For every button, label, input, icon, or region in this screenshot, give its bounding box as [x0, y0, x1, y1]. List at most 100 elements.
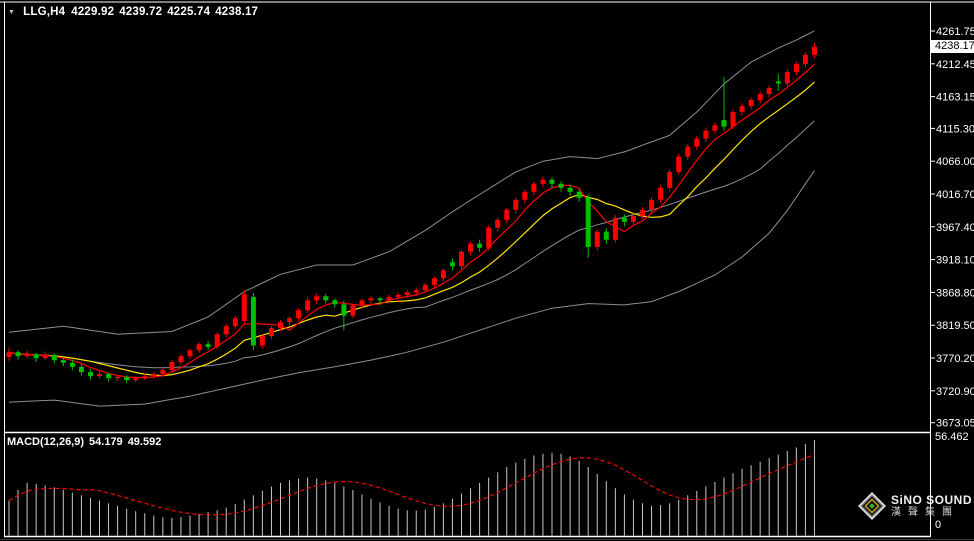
candle-body [205, 344, 211, 347]
candle-body [359, 300, 365, 306]
candle-body [658, 187, 664, 200]
lower-band-line [8, 170, 815, 407]
price-axis-label: 4212.45 [936, 59, 974, 71]
candle-body [576, 191, 582, 198]
macd-signal-value: 49.592 [127, 436, 162, 448]
candle-body [232, 318, 238, 327]
candle-body [124, 376, 130, 381]
price-axis-label: 3819.50 [936, 320, 974, 332]
candle-body [567, 187, 573, 192]
candle-body [169, 362, 175, 371]
candle-body [766, 88, 772, 94]
candle-body [15, 352, 21, 357]
candle-body [341, 304, 347, 316]
macd-main-value: 54.179 [89, 436, 123, 448]
candle-body [450, 262, 455, 267]
candle-body [241, 294, 247, 321]
candle-body [223, 326, 229, 335]
candle-body [133, 378, 139, 381]
candle-body [585, 197, 591, 247]
candle-body [142, 376, 148, 379]
candle-body [522, 191, 528, 200]
price-axis-label: 4016.70 [936, 189, 974, 201]
slow-ma-line [8, 81, 815, 377]
candle-body [377, 298, 383, 301]
candle-body [178, 356, 184, 363]
candle-body [540, 179, 546, 184]
candle-body [631, 215, 636, 222]
candle-body [196, 344, 202, 351]
chevron-down-icon[interactable]: ▼ [8, 8, 16, 16]
candles-layer [6, 42, 817, 384]
candle-body [24, 354, 30, 357]
candle-body [812, 46, 817, 55]
candle-body [757, 94, 763, 100]
candle-body [404, 292, 410, 295]
candle-body [332, 300, 338, 305]
macd-indicator-label: MACD(12,26,9) 54.179 49.592 [7, 436, 161, 448]
candle-body [314, 296, 320, 301]
candle-body [386, 296, 392, 301]
candle-body [712, 125, 718, 131]
bollinger-bands-layer [8, 30, 815, 407]
close-value: 4238.17 [215, 6, 259, 18]
candle-body [459, 251, 464, 267]
candle-body [250, 296, 256, 346]
candle-body [784, 72, 790, 84]
candle-body [649, 199, 655, 210]
price-axis[interactable]: 4261.75 4212.45 4163.15 4115.30 4066.00 4016.… [930, 26, 974, 430]
sino-sound-watermark: SiNO SOUND 漢聲集團 [857, 491, 972, 521]
candle-body [793, 64, 799, 73]
price-axis-label: 3967.40 [936, 222, 974, 234]
candle-body [495, 219, 501, 228]
candle-body [422, 285, 428, 291]
price-axis-label: 4066.00 [936, 156, 974, 168]
candle-body [667, 171, 673, 188]
candle-body [612, 217, 618, 240]
fast-ma-line [8, 63, 815, 379]
candle-body [513, 199, 519, 210]
candle-body [730, 112, 736, 127]
price-axis-label: 4261.75 [936, 26, 974, 38]
candle-body [640, 209, 645, 216]
candle-body [558, 183, 564, 188]
brand-name-label: SiNO SOUND [890, 492, 972, 507]
candle-body [739, 106, 745, 112]
symbol-timeframe-label: LLG,H4 [23, 6, 66, 18]
candle-body [504, 209, 510, 220]
candle-body [269, 328, 274, 337]
current-price-tag: 4238.17 [931, 40, 974, 53]
macd-name-label: MACD(12,26,9) [7, 436, 85, 448]
candle-body [368, 298, 374, 301]
candle-body [259, 336, 265, 346]
candle-body [151, 374, 157, 377]
macd-scale-max-label: 56.462 [935, 431, 969, 443]
chart-ohlc-label: ▼ LLG,H4 4229.92 4239.72 4225.74 4238.17 [8, 6, 258, 18]
candle-body [323, 296, 329, 301]
candle-body [6, 352, 12, 357]
upper-band-line [8, 30, 815, 335]
macd-signal-line [8, 454, 815, 516]
candle-body [78, 366, 84, 373]
sino-sound-diamond-icon [857, 492, 886, 520]
candle-body [721, 120, 727, 127]
candle-body [51, 354, 57, 361]
candle-body [440, 270, 446, 279]
candle-body [775, 81, 781, 84]
candle-body [748, 100, 754, 106]
candle-body [703, 130, 709, 139]
candle-body [594, 231, 600, 247]
candle-body [531, 183, 537, 192]
low-value: 4225.74 [167, 6, 211, 18]
candle-body [431, 278, 437, 285]
candle-body [88, 372, 93, 377]
price-axis-label: 3770.20 [936, 353, 974, 365]
candle-body [305, 300, 311, 311]
middle-band-line [8, 120, 815, 369]
open-value: 4229.92 [71, 6, 115, 18]
candle-body [106, 374, 112, 379]
candle-body [477, 243, 483, 248]
